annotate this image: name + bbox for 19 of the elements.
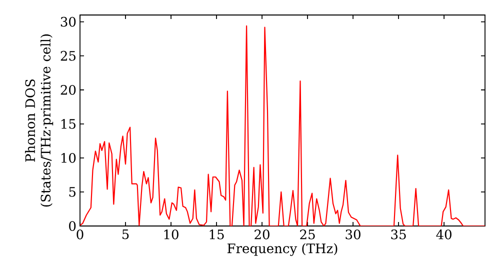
x-tick-label: 40	[436, 230, 452, 240]
y-tick-label: 0	[69, 221, 76, 231]
x-axis-title: Frequency (THz)	[228, 243, 338, 256]
y-tick-label: 15	[62, 118, 76, 129]
y-tick-label: 10	[62, 153, 76, 163]
x-tick-label: 10	[164, 230, 178, 240]
x-tick-label: 0	[76, 230, 84, 240]
y-tick-label: 5	[69, 187, 76, 197]
x-tick-label: 30	[346, 230, 360, 240]
y-axis-title: Phonon DOS (States/THz·primitive cell)	[25, 34, 54, 207]
x-tick-label: 15	[210, 230, 224, 240]
x-tick-label: 35	[391, 230, 406, 240]
line-series	[80, 25, 486, 226]
x-tick-label: 5	[122, 230, 129, 240]
y-tick-label: 25	[60, 50, 76, 61]
x-tick-label: 20	[254, 230, 270, 240]
x-tick-label: 25	[300, 230, 315, 240]
y-tick-label: 30	[60, 16, 76, 27]
y-tick-label: 20	[60, 84, 76, 95]
